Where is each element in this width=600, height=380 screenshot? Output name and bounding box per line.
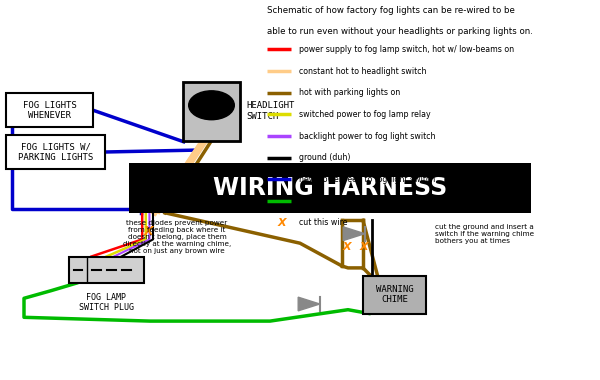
Text: new power feed to fog light switch: new power feed to fog light switch [299, 175, 435, 184]
Text: constant hot to headlight switch: constant hot to headlight switch [299, 66, 426, 76]
Bar [363, 276, 426, 314]
Circle shape [188, 91, 235, 120]
Text: Schematic of how factory fog lights can be re-wired to be: Schematic of how factory fog lights can … [267, 6, 515, 15]
Bar [6, 135, 105, 169]
Text: power supply to fog lamp switch, hot w/ low-beams on: power supply to fog lamp switch, hot w/ … [299, 45, 514, 54]
Text: FOG LIGHTS
WHENEVER: FOG LIGHTS WHENEVER [23, 100, 76, 120]
Text: HEADLIGHT
SWITCH: HEADLIGHT SWITCH [246, 101, 295, 121]
Text: FOG LIGHTS W/
PARKING LIGHTS: FOG LIGHTS W/ PARKING LIGHTS [18, 142, 93, 162]
Bar [6, 93, 93, 127]
Bar [69, 256, 144, 283]
Text: ground (duh): ground (duh) [299, 153, 350, 162]
Text: power to warning chime w/ fog lights on (optional): power to warning chime w/ fog lights on … [299, 196, 498, 206]
Text: FOG LAMP
SWITCH PLUG: FOG LAMP SWITCH PLUG [79, 293, 134, 312]
Bar [183, 82, 240, 141]
Text: WARNING
CHIME: WARNING CHIME [376, 285, 413, 304]
Polygon shape [298, 297, 320, 311]
Bar [129, 163, 531, 213]
Text: X: X [143, 225, 153, 238]
Text: these diodes prevent power
from feeding back where it
doesn't belong, place them: these diodes prevent power from feeding … [123, 220, 231, 254]
Text: hot with parking lights on: hot with parking lights on [299, 88, 400, 97]
Polygon shape [343, 227, 365, 241]
Text: X: X [343, 242, 351, 252]
Text: backlight power to fog light switch: backlight power to fog light switch [299, 131, 436, 141]
Text: X: X [278, 218, 286, 228]
Text: cut this wire: cut this wire [299, 218, 347, 227]
Text: X: X [359, 242, 368, 252]
Text: WIRING HARNESS: WIRING HARNESS [213, 176, 447, 200]
Text: cut the ground and insert a
switch if the warning chime
bothers you at times: cut the ground and insert a switch if th… [435, 224, 534, 244]
Text: switched power to fog lamp relay: switched power to fog lamp relay [299, 110, 430, 119]
Text: able to run even without your headlights or parking lights on.: able to run even without your headlights… [267, 27, 533, 36]
